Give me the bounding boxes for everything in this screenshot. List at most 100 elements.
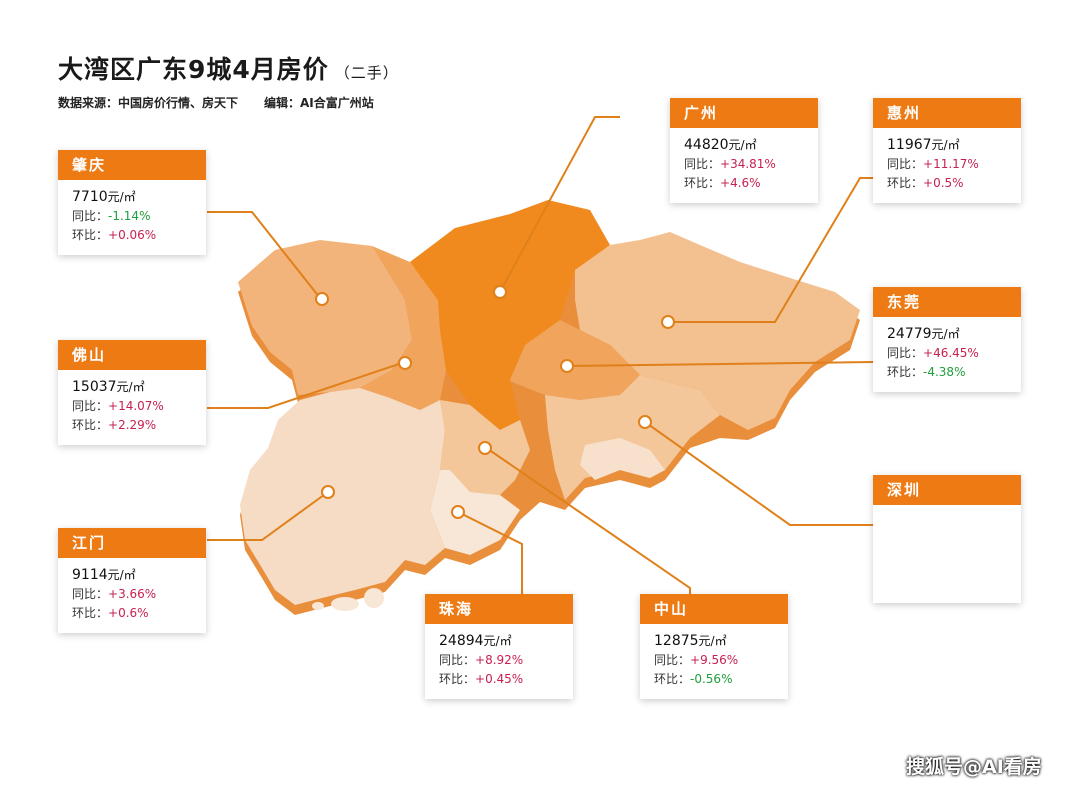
yoy-row: 同比：+46.45% — [887, 344, 1007, 363]
price-unit: 元/㎡ — [931, 327, 960, 341]
mom-row: 环比：+0.5% — [887, 174, 1007, 193]
price-row: 15037元/㎡ — [72, 378, 192, 397]
price-value: 9114 — [72, 567, 108, 583]
blank-body — [873, 505, 1021, 603]
mom-value: +0.6% — [108, 606, 149, 620]
price-row: 9114元/㎡ — [72, 566, 192, 585]
card-shenzhen: 深圳 — [873, 475, 1021, 603]
yoy-value: +11.17% — [923, 157, 979, 171]
islands — [312, 588, 384, 611]
yoy-label: 同比： — [72, 587, 109, 601]
card-zhongshan: 中山 12875元/㎡ 同比：+9.56% 环比：-0.56% — [640, 594, 788, 699]
yoy-label: 同比： — [439, 653, 476, 667]
yoy-row: 同比：+3.66% — [72, 585, 192, 604]
yoy-value: +34.81% — [720, 157, 776, 171]
price-unit: 元/㎡ — [728, 138, 757, 152]
mom-value: -0.56% — [690, 672, 733, 686]
mom-value: +0.06% — [108, 228, 157, 242]
mom-row: 环比：+2.29% — [72, 416, 192, 435]
price-row: 11967元/㎡ — [887, 136, 1007, 155]
region-foshan — [360, 246, 446, 410]
yoy-label: 同比： — [887, 157, 924, 171]
title-text: 大湾区广东9城4月房价 — [58, 55, 329, 84]
mom-label: 环比： — [439, 672, 476, 686]
card-zhuhai: 珠海 24894元/㎡ 同比：+8.92% 环比：+0.45% — [425, 594, 573, 699]
price-value: 24894 — [439, 633, 484, 649]
price-row: 12875元/㎡ — [654, 632, 774, 651]
yoy-value: +9.56% — [690, 653, 739, 667]
region-zhuhai — [430, 470, 520, 555]
editor-text: 编辑：AI合富广州站 — [264, 96, 374, 110]
page-title: 大湾区广东9城4月房价 （二手） — [58, 50, 399, 86]
city-name: 江门 — [58, 528, 206, 558]
card-dongguan: 东莞 24779元/㎡ 同比：+46.45% 环比：-4.38% — [873, 287, 1021, 392]
mom-row: 环比：+4.6% — [684, 174, 804, 193]
mom-value: +0.45% — [475, 672, 524, 686]
mom-row: 环比：+0.45% — [439, 670, 559, 689]
mom-label: 环比： — [684, 176, 721, 190]
yoy-row: 同比：+9.56% — [654, 651, 774, 670]
price-value: 7710 — [72, 189, 108, 205]
mom-value: -4.38% — [923, 365, 966, 379]
mom-row: 环比：-0.56% — [654, 670, 774, 689]
yoy-row: 同比：-1.14% — [72, 207, 192, 226]
city-name: 珠海 — [425, 594, 573, 624]
price-row: 44820元/㎡ — [684, 136, 804, 155]
price-value: 15037 — [72, 379, 117, 395]
mom-label: 环比： — [887, 365, 924, 379]
subtitle-text: （二手） — [334, 64, 399, 82]
city-name: 中山 — [640, 594, 788, 624]
source-line: 数据来源：中国房价行情、房天下 编辑：AI合富广州站 — [58, 94, 400, 111]
price-row: 7710元/㎡ — [72, 188, 192, 207]
region-hongkong — [580, 438, 665, 480]
region-guangzhou — [410, 200, 610, 430]
mom-label: 环比： — [72, 606, 109, 620]
mom-label: 环比： — [887, 176, 924, 190]
card-jiangmen: 江门 9114元/㎡ 同比：+3.66% 环比：+0.6% — [58, 528, 206, 633]
price-unit: 元/㎡ — [931, 138, 960, 152]
price-unit: 元/㎡ — [107, 568, 136, 582]
yoy-row: 同比：+34.81% — [684, 155, 804, 174]
region-huizhou — [575, 232, 860, 430]
price-value: 24779 — [887, 326, 932, 342]
price-row: 24894元/㎡ — [439, 632, 559, 651]
yoy-label: 同比： — [72, 399, 109, 413]
price-row: 24779元/㎡ — [887, 325, 1007, 344]
yoy-label: 同比： — [684, 157, 721, 171]
yoy-row: 同比：+8.92% — [439, 651, 559, 670]
yoy-value: +14.07% — [108, 399, 164, 413]
region-jiangmen — [240, 388, 445, 605]
yoy-value: +3.66% — [108, 587, 157, 601]
watermark: 搜狐号@AI看房 — [906, 756, 1042, 778]
yoy-label: 同比： — [887, 346, 924, 360]
region-zhaoqing — [238, 240, 412, 395]
leader-lines — [207, 116, 874, 594]
city-name: 广州 — [670, 98, 818, 128]
yoy-label: 同比： — [654, 653, 691, 667]
price-unit: 元/㎡ — [698, 634, 727, 648]
mom-row: 环比：+0.06% — [72, 226, 192, 245]
price-value: 12875 — [654, 633, 699, 649]
price-value: 44820 — [684, 137, 729, 153]
price-value: 11967 — [887, 137, 932, 153]
yoy-value: -1.14% — [108, 209, 151, 223]
card-foshan: 佛山 15037元/㎡ 同比：+14.07% 环比：+2.29% — [58, 340, 206, 445]
card-huizhou: 惠州 11967元/㎡ 同比：+11.17% 环比：+0.5% — [873, 98, 1021, 203]
mom-value: +2.29% — [108, 418, 157, 432]
city-name: 佛山 — [58, 340, 206, 370]
price-unit: 元/㎡ — [483, 634, 512, 648]
mom-label: 环比： — [654, 672, 691, 686]
city-name: 惠州 — [873, 98, 1021, 128]
data-source-text: 数据来源：中国房价行情、房天下 — [58, 96, 239, 110]
mom-value: +4.6% — [720, 176, 761, 190]
card-zhaoqing: 肇庆 7710元/㎡ 同比：-1.14% 环比：+0.06% — [58, 150, 206, 255]
price-unit: 元/㎡ — [107, 190, 136, 204]
yoy-value: +46.45% — [923, 346, 979, 360]
price-unit: 元/㎡ — [116, 380, 145, 394]
mom-row: 环比：+0.6% — [72, 604, 192, 623]
mom-value: +0.5% — [923, 176, 964, 190]
mom-label: 环比： — [72, 418, 109, 432]
yoy-label: 同比： — [72, 209, 109, 223]
city-name: 深圳 — [873, 475, 1021, 505]
